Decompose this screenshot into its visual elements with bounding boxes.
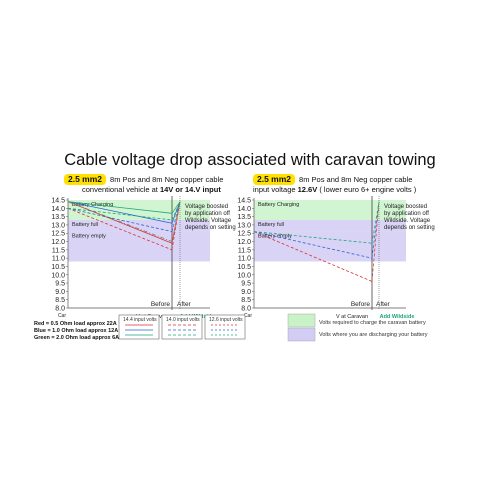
cable-size-badge: 2.5 mm2 [64, 174, 107, 185]
x-tick-label: Car [58, 313, 66, 319]
boost-line-blue [371, 201, 380, 259]
annotation-text: Voltage boosted [185, 204, 228, 210]
discharging-legend-text: Volts where you are discharging your bat… [319, 332, 428, 338]
boost-line-red [171, 201, 181, 250]
input-description: input voltage 12.6V ( lower euro 6+ engi… [253, 185, 417, 194]
band-label: Battery Charging [258, 202, 299, 208]
y-tick-label: 8.0 [241, 306, 251, 313]
series-line-green [67, 207, 173, 221]
x-tick-label: V at Caravan [336, 314, 368, 320]
band-label: Battery Charging [72, 202, 113, 208]
band-label: Battery empty [72, 234, 106, 240]
y-tick-label: 12.0 [237, 239, 251, 246]
y-tick-label: 14.0 [237, 206, 251, 213]
boost-line-grey [171, 201, 181, 242]
series-line-blue [67, 201, 173, 224]
add-wildside-label: Add Wildside [380, 314, 415, 320]
cable-description: 8m Pos and 8m Neg copper cable [299, 175, 413, 184]
cable-description: 8m Pos and 8m Neg copper cable [110, 175, 224, 184]
y-tick-label: 13.5 [51, 214, 65, 221]
boost-line-green [371, 201, 380, 244]
left-panel-header: 2.5 mm2 8m Pos and 8m Neg copper cable co… [64, 174, 223, 195]
y-tick-label: 9.5 [241, 281, 251, 288]
legend-box-14-0-label: 14.0 input volts [166, 317, 200, 323]
cable-size-badge: 2.5 mm2 [253, 174, 296, 185]
y-tick-label: 14.5 [237, 198, 251, 205]
y-tick-label: 13.5 [237, 214, 251, 221]
y-tick-label: 11.5 [52, 247, 65, 254]
band-charging [254, 200, 406, 220]
band-discharging [254, 231, 406, 262]
y-tick-label: 14.5 [51, 198, 65, 205]
y-tick-label: 11.5 [238, 247, 251, 254]
y-tick-label: 11.0 [238, 256, 251, 263]
input-description: conventional vehicle at 14V or 14.V inpu… [82, 185, 221, 194]
band-label: Battery full [258, 222, 284, 228]
boost-line-green [171, 201, 181, 221]
annotation-text: Wildside. Voltage [384, 218, 431, 224]
band-discharging [254, 219, 406, 232]
y-tick-label: 10.5 [51, 264, 65, 271]
legend-blue: Blue = 1.0 Ohm load approx 12A [34, 328, 119, 334]
y-tick-label: 9.5 [55, 281, 65, 288]
series-line-red [253, 231, 373, 282]
y-tick-label: 9.0 [241, 289, 251, 296]
x-tick-label: Before [351, 301, 371, 308]
x-tick-label: After [376, 301, 391, 308]
y-tick-label: 14.0 [51, 206, 65, 213]
page-title: Cable voltage drop associated with carav… [64, 151, 436, 169]
series-line-green [67, 201, 173, 214]
band-label: Battery full [72, 222, 98, 228]
series-line-red [67, 207, 173, 251]
y-tick-label: 9.0 [55, 289, 65, 296]
y-tick-label: 11.0 [52, 256, 65, 263]
y-tick-label: 8.5 [241, 297, 251, 304]
legend-box-12-6-label: 12.6 input volts [209, 317, 243, 323]
legend-red: Red = 0.5 Ohm load approx 22A [34, 321, 117, 327]
boost-line-green [171, 201, 181, 214]
y-tick-label: 12.0 [51, 239, 65, 246]
charging-swatch [287, 313, 316, 328]
boost-line-blue [171, 201, 181, 232]
band-discharging [68, 219, 210, 232]
legend-box-14-4-label: 14.4 input volts [123, 317, 157, 323]
right-panel-header: 2.5 mm2 8m Pos and 8m Neg copper cable in… [253, 174, 416, 195]
series-line-blue [253, 231, 373, 259]
annotation-text: by application off [384, 211, 429, 217]
x-tick-label: Before [151, 301, 171, 308]
y-tick-label: 10.0 [237, 272, 251, 279]
annotation-text: by application off [185, 211, 230, 217]
y-tick-label: 12.5 [237, 231, 251, 238]
charging-legend-text: Volts required to charge the caravan bat… [319, 320, 426, 326]
annotation-text: Wildside. Voltage [185, 218, 232, 224]
y-tick-label: 10.0 [51, 272, 65, 279]
legend-green: Green = 2.0 Ohm load approx 6A [34, 335, 120, 341]
series-line-blue [67, 207, 173, 232]
annotation-text: depends on setting [384, 225, 435, 231]
y-tick-label: 13.0 [51, 222, 65, 229]
annotation-text: depends on setting [185, 225, 236, 231]
y-tick-label: 10.5 [237, 264, 251, 271]
x-tick-label: Car [244, 313, 252, 319]
y-tick-label: 12.5 [51, 231, 65, 238]
series-line-grey [67, 201, 173, 242]
x-tick-label: After [177, 301, 192, 308]
annotation-text: Voltage boosted [384, 204, 427, 210]
boost-line-red [371, 201, 380, 282]
discharging-swatch [287, 327, 316, 342]
y-tick-label: 13.0 [237, 222, 251, 229]
y-tick-label: 8.5 [55, 297, 65, 304]
y-tick-label: 8.0 [55, 306, 65, 313]
